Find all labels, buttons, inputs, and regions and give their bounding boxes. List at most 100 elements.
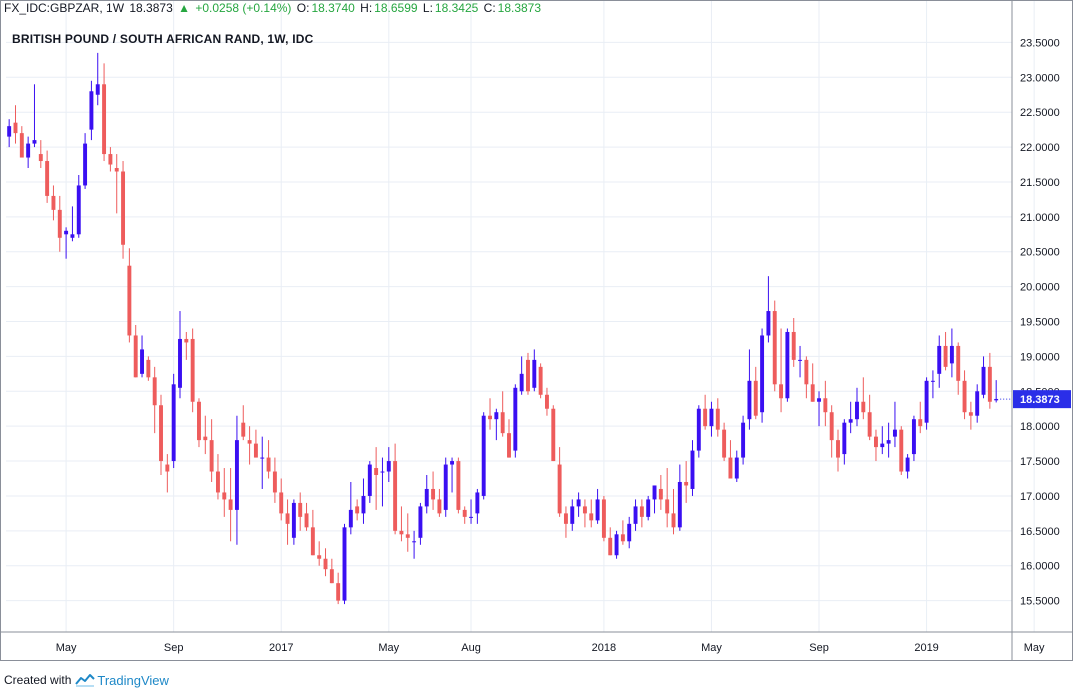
candle-body bbox=[32, 140, 37, 144]
candle-body bbox=[772, 311, 777, 385]
candle-body bbox=[646, 499, 651, 517]
candle-body bbox=[899, 429, 904, 472]
candle-body bbox=[247, 440, 252, 444]
candle-body bbox=[83, 143, 88, 186]
candle-body bbox=[728, 457, 733, 479]
last-price: 18.3873 bbox=[129, 1, 173, 15]
candle-body bbox=[272, 471, 277, 493]
candle-body bbox=[323, 558, 328, 570]
last-price-label: 18.3873 bbox=[1020, 394, 1060, 406]
candle-body bbox=[184, 338, 189, 343]
candle-body bbox=[905, 457, 910, 472]
candle-body bbox=[437, 499, 442, 514]
low-value: 18.3425 bbox=[434, 1, 479, 15]
candle-body bbox=[38, 154, 43, 162]
candle-body bbox=[279, 492, 284, 514]
symbol-label: FX_IDC:GBPZAR, 1W bbox=[4, 1, 125, 15]
price-change: +0.0258 (+0.14%) bbox=[195, 1, 292, 15]
candle-body bbox=[918, 419, 923, 427]
candle-body bbox=[747, 380, 752, 420]
tradingview-brand: TradingView bbox=[97, 672, 169, 688]
candle-body bbox=[836, 440, 840, 458]
candle-body bbox=[677, 481, 682, 528]
tradingview-link[interactable]: TradingView bbox=[75, 673, 169, 688]
candle-body bbox=[260, 457, 265, 459]
candle-body bbox=[570, 506, 575, 524]
candle-body bbox=[696, 408, 701, 451]
candle-body bbox=[608, 537, 613, 556]
candle-body bbox=[405, 534, 410, 538]
x-tick-label: Aug bbox=[461, 642, 481, 654]
candle-body bbox=[519, 373, 524, 392]
candle-body bbox=[994, 398, 999, 401]
last-price-box bbox=[1013, 390, 1071, 409]
candle-body bbox=[450, 461, 455, 465]
candle-body bbox=[930, 380, 935, 382]
candle-body bbox=[760, 335, 765, 413]
candle-body bbox=[76, 185, 81, 235]
candle-body bbox=[171, 384, 176, 462]
candle-body bbox=[348, 509, 353, 528]
candle-body bbox=[538, 366, 543, 395]
candle-body bbox=[418, 506, 423, 538]
x-tick-label: 2018 bbox=[592, 642, 616, 654]
candle-body bbox=[361, 495, 366, 514]
candle-body bbox=[424, 488, 429, 507]
candle-body bbox=[159, 405, 163, 462]
y-tick-label: 17.5000 bbox=[1020, 456, 1060, 468]
candle-body bbox=[842, 422, 847, 455]
candle-body bbox=[222, 492, 227, 500]
footer: Created with TradingView bbox=[4, 668, 169, 692]
candle-body bbox=[880, 443, 885, 448]
candle-body bbox=[285, 513, 290, 524]
candle-body bbox=[715, 408, 720, 430]
high-value: 18.6599 bbox=[374, 1, 418, 15]
y-tick-label: 19.0000 bbox=[1020, 351, 1060, 363]
candle-body bbox=[291, 502, 296, 538]
chart-border bbox=[0, 0, 1073, 661]
candle-body bbox=[234, 440, 239, 510]
candle-body bbox=[146, 359, 151, 378]
candle-body bbox=[456, 461, 461, 510]
candle-body bbox=[64, 230, 69, 235]
candle-body bbox=[133, 335, 138, 378]
candle-body bbox=[51, 195, 56, 210]
candle-body bbox=[298, 502, 303, 517]
candle-body bbox=[829, 412, 834, 441]
high-label: H: bbox=[360, 1, 373, 15]
candle-body bbox=[734, 457, 739, 479]
candle-body bbox=[545, 394, 549, 409]
chart-title: BRITISH POUND / SOUTH AFRICAN RAND, 1W, … bbox=[12, 32, 314, 46]
candle-body bbox=[19, 133, 24, 158]
candle-body bbox=[949, 345, 954, 364]
candle-body bbox=[665, 499, 670, 514]
candle-body bbox=[13, 122, 18, 134]
candle-body bbox=[102, 84, 107, 155]
candle-body bbox=[962, 380, 967, 413]
candle-body bbox=[551, 408, 556, 462]
candle-body bbox=[620, 534, 625, 542]
created-with-label: Created with bbox=[4, 673, 72, 687]
y-tick-label: 20.5000 bbox=[1020, 247, 1060, 259]
candlestick-chart[interactable]: 15.5000 16.0000 16.5000 17.0000 17.5000 18.00… bbox=[0, 0, 1075, 662]
candle-body bbox=[601, 499, 606, 538]
candle-body bbox=[804, 359, 809, 385]
x-tick-label: May bbox=[56, 642, 77, 654]
candle-body bbox=[215, 471, 220, 493]
candle-body bbox=[532, 359, 537, 388]
y-tick-label: 15.5000 bbox=[1020, 596, 1060, 608]
candle-body bbox=[336, 583, 341, 601]
candle-body bbox=[481, 415, 486, 496]
candle-body bbox=[943, 345, 948, 367]
candle-body bbox=[203, 436, 208, 441]
candle-body bbox=[779, 384, 784, 399]
candle-body bbox=[861, 401, 866, 413]
candle-body bbox=[304, 513, 309, 528]
grid-lines bbox=[6, 0, 1035, 632]
candle-body bbox=[956, 345, 961, 381]
candle-body bbox=[190, 338, 195, 402]
candle-body bbox=[95, 84, 100, 95]
candle-body bbox=[329, 569, 334, 584]
chart-frame: 15.5000 16.0000 16.5000 17.0000 17.5000 18.00… bbox=[0, 0, 1075, 662]
candle-body bbox=[911, 419, 916, 455]
